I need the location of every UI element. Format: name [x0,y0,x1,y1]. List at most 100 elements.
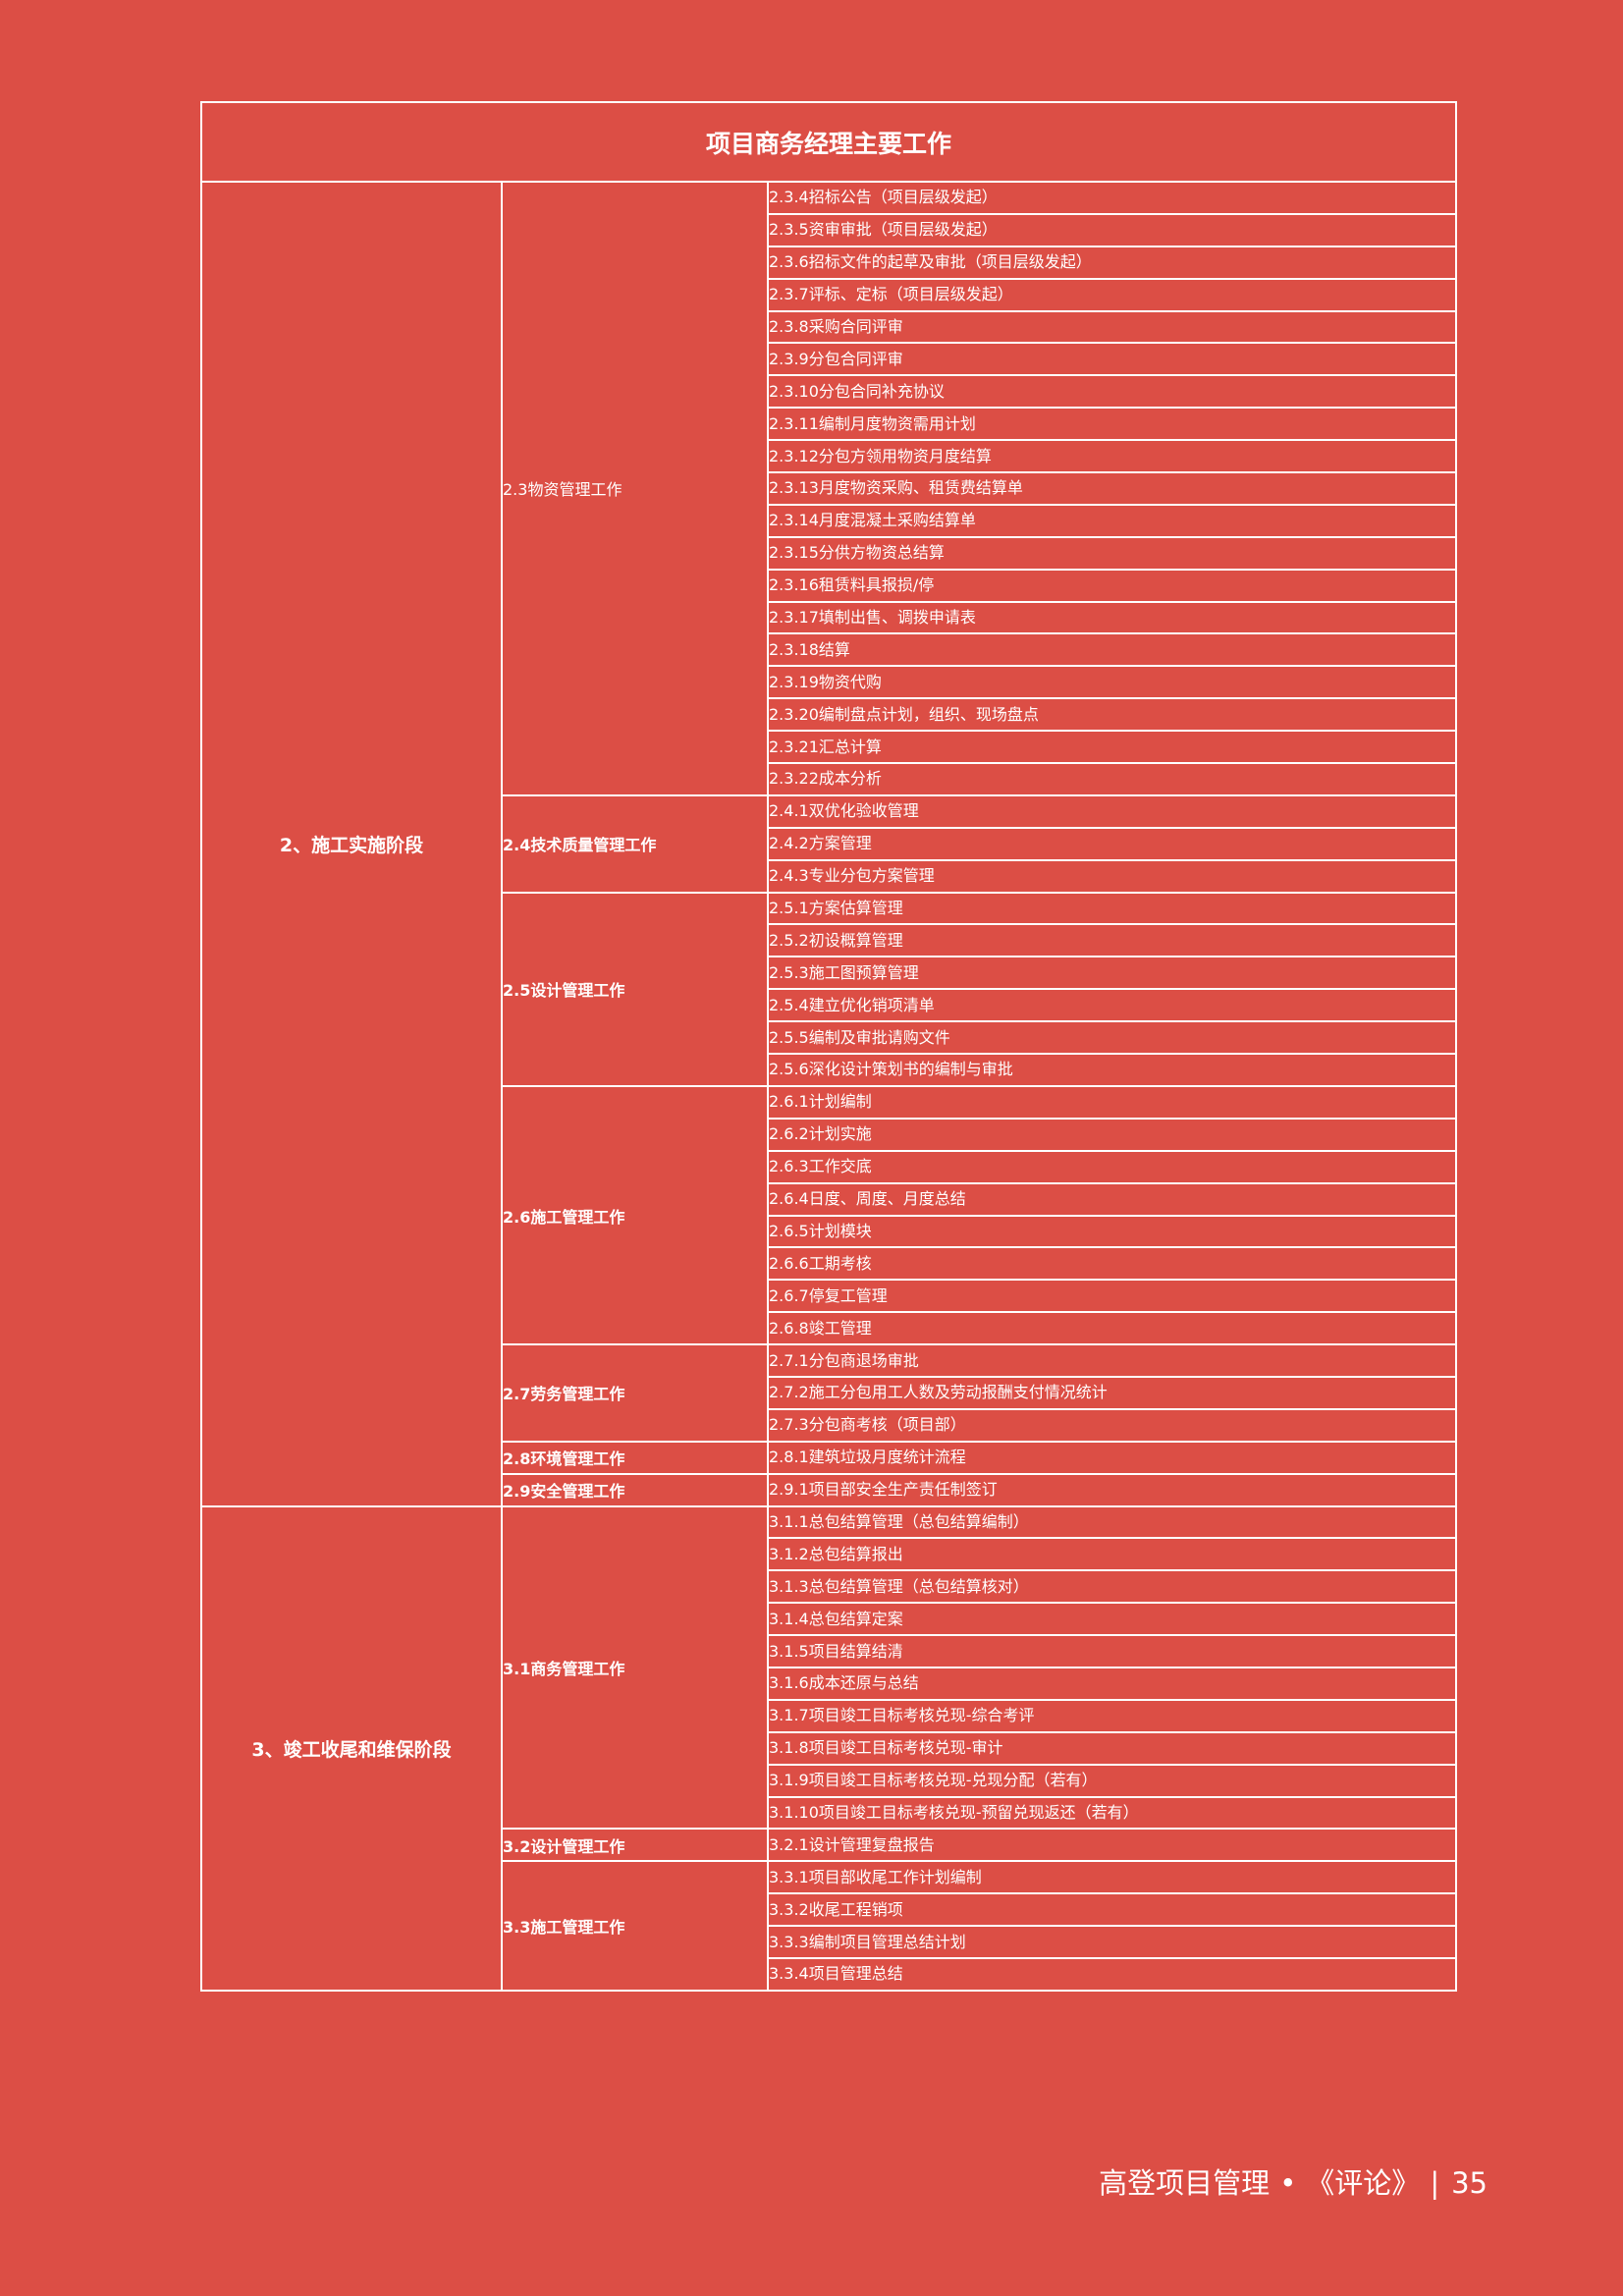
task-item-cell: 2.6.2计划实施 [766,1117,1458,1152]
task-item-cell: 2.7.3分包商考核（项目部） [766,1407,1458,1443]
task-item-cell: 2.3.15分供方物资总结算 [766,535,1458,571]
table-row: 2.3.20编制盘点计划，组织、现场盘点 [201,697,1458,733]
table-row: 2.5设计管理工作 2.5.1方案估算管理 [201,891,1458,1087]
task-item-cell: 2.3.7评标、定标（项目层级发起） [766,277,1458,312]
table-row: 2.7.3分包商考核（项目部） [201,1407,1458,1443]
table-row: 2.3.7评标、定标（项目层级发起） [201,277,1458,312]
table-title-row: 项目商务经理主要工作 [199,101,1458,183]
table-row: 2.3.18结算 [201,632,1458,668]
table-row: 2、施工实施阶段 2.3物资管理工作 2.3.4招标公告（项目层级发起） [200,181,1458,1507]
table-row: 2.4技术质量管理工作 2.4.1双优化验收管理 [201,793,1458,894]
table-row: 2.3.17填制出售、调拨申请表 [201,600,1458,635]
task-item-cell: 2.3.22成本分析 [766,762,1458,796]
task-item-cell: 2.6.5计划模块 [766,1214,1458,1249]
category-cell: 2.8环境管理工作 [501,1440,769,1475]
table-row: 2.3.21汇总计算 [201,730,1458,765]
category-cell: 2.9安全管理工作 [501,1472,769,1507]
table-row: 2.3.22成本分析 [201,762,1458,796]
table-body: 2、施工实施阶段 2.3物资管理工作 2.3.4招标公告（项目层级发起） 2.3.5资… [200,181,1458,1992]
table-row: 3、竣工收尾和维保阶段 3.1商务管理工作 3.1.1总包结算管理（总包结算编制） [200,1504,1458,1992]
table-row: 3.3.2收尾工程销项 [201,1892,1458,1928]
category-cell: 3.2设计管理工作 [501,1828,769,1863]
task-item-cell: 2.3.17填制出售、调拨申请表 [766,600,1458,635]
table-row: 2.5.5编制及审批请购文件 [201,1020,1458,1056]
task-item-cell: 2.6.8竣工管理 [766,1311,1458,1346]
table-row: 2.9安全管理工作 2.9.1项目部安全生产责任制签订 [201,1472,1458,1507]
task-item-cell: 3.1.3总包结算管理（总包结算核对） [766,1569,1458,1605]
table-row: 2.6.8竣工管理 [201,1311,1458,1346]
table-row: 2.4.3专业分包方案管理 [201,858,1458,894]
task-item-cell: 3.1.5项目结算结清 [766,1634,1458,1668]
table-row: 3.1.4总包结算定案 [201,1602,1458,1637]
task-item-cell: 2.5.6深化设计策划书的编制与审批 [766,1053,1458,1087]
task-item-cell: 2.5.1方案估算管理 [766,891,1458,926]
table-row: 2.6.2计划实施 [201,1117,1458,1152]
task-item-cell: 3.1.7项目竣工目标考核兑现-综合考评 [766,1698,1458,1733]
table-row: 3.1.9项目竣工目标考核兑现-兑现分配（若有） [201,1763,1458,1798]
table-row: 2.3.5资审审批（项目层级发起） [201,212,1458,247]
category-cell: 2.7劳务管理工作 [501,1343,769,1443]
task-item-cell: 2.5.2初设概算管理 [766,923,1458,958]
category-cell: 2.4技术质量管理工作 [501,793,769,894]
table-row: 2.3.9分包合同评审 [201,342,1458,377]
publication-name: 高登项目管理 [1099,2166,1271,2200]
table-row: 3.3施工管理工作 3.3.1项目部收尾工作计划编制 [201,1860,1458,1992]
task-item-cell: 2.5.4建立优化销项清单 [766,988,1458,1023]
task-item-cell: 3.3.2收尾工程销项 [766,1892,1458,1928]
category-cell: 2.5设计管理工作 [501,891,769,1087]
table-row: 3.1.8项目竣工目标考核兑现-审计 [201,1730,1458,1766]
stage-cell: 2、施工实施阶段 [200,181,503,1507]
task-item-cell: 2.8.1建筑垃圾月度统计流程 [766,1440,1458,1475]
table-row: 2.6.5计划模块 [201,1214,1458,1249]
task-item-cell: 2.4.3专业分包方案管理 [766,858,1458,894]
task-item-cell: 2.3.4招标公告（项目层级发起） [766,181,1458,215]
task-item-cell: 2.3.18结算 [766,632,1458,668]
task-item-cell: 3.1.4总包结算定案 [766,1602,1458,1637]
table-row: 2.5.6深化设计策划书的编制与审批 [201,1053,1458,1087]
task-item-cell: 2.4.1双优化验收管理 [766,793,1458,829]
table-title: 项目商务经理主要工作 [199,101,1458,183]
table-row: 3.1.7项目竣工目标考核兑现-综合考评 [201,1698,1458,1733]
table-row: 2.6.6工期考核 [201,1246,1458,1282]
table-row: 2.3.14月度混凝土采购结算单 [201,503,1458,538]
table-row: 2.7劳务管理工作 2.7.1分包商退场审批 [201,1343,1458,1443]
task-item-cell: 2.4.2方案管理 [766,826,1458,861]
task-item-cell: 2.3.19物资代购 [766,665,1458,700]
task-item-cell: 2.3.20编制盘点计划，组织、现场盘点 [766,697,1458,733]
table-row: 2.3.10分包合同补充协议 [201,374,1458,410]
task-item-cell: 2.3.16租赁料具报损/停 [766,568,1458,603]
table-row: 2.5.2初设概算管理 [201,923,1458,958]
table-row: 2.6.7停复工管理 [201,1279,1458,1314]
task-item-cell: 3.1.9项目竣工目标考核兑现-兑现分配（若有） [766,1763,1458,1798]
task-item-cell: 2.3.10分包合同补充协议 [766,374,1458,410]
task-item-cell: 2.5.3施工图预算管理 [766,956,1458,991]
table-row: 3.3.4项目管理总结 [201,1956,1458,1992]
task-item-cell: 2.6.4日度、周度、月度总结 [766,1181,1458,1217]
task-item-cell: 3.2.1设计管理复盘报告 [766,1828,1458,1863]
task-item-cell: 2.3.12分包方领用物资月度结算 [766,439,1458,474]
task-item-cell: 2.3.6招标文件的起草及审批（项目层级发起） [766,245,1458,280]
table-row: 2.6.3工作交底 [201,1149,1458,1184]
table-row: 2.5.4建立优化销项清单 [201,988,1458,1023]
footer-bullet: • [1279,2166,1297,2200]
table-row: 2.8环境管理工作 2.8.1建筑垃圾月度统计流程 [201,1440,1458,1475]
task-item-cell: 2.7.2施工分包用工人数及劳动报酬支付情况统计 [766,1375,1458,1410]
task-item-cell: 2.5.5编制及审批请购文件 [766,1020,1458,1056]
task-item-cell: 2.6.3工作交底 [766,1149,1458,1184]
task-item-cell: 2.3.21汇总计算 [766,730,1458,765]
task-item-cell: 3.3.1项目部收尾工作计划编制 [766,1860,1458,1895]
table-row: 2.3.8采购合同评审 [201,309,1458,345]
task-item-cell: 2.9.1项目部安全生产责任制签订 [766,1472,1458,1507]
table-row: 2.7.2施工分包用工人数及劳动报酬支付情况统计 [201,1375,1458,1410]
footer-divider: | [1430,2166,1440,2200]
page-number: 35 [1451,2166,1488,2200]
table-row: 3.3.3编制项目管理总结计划 [201,1925,1458,1959]
work-table: 项目商务经理主要工作 2、施工实施阶段 2.3物资管理工作 2.3.4招标公告（项目… [199,101,1458,1992]
task-item-cell: 3.3.3编制项目管理总结计划 [766,1925,1458,1959]
task-item-cell: 3.1.8项目竣工目标考核兑现-审计 [766,1730,1458,1766]
task-item-cell: 3.1.6成本还原与总结 [766,1666,1458,1701]
table-row: 2.5.3施工图预算管理 [201,956,1458,991]
table-row: 3.1.2总包结算报出 [201,1537,1458,1572]
table-row: 3.1.3总包结算管理（总包结算核对） [201,1569,1458,1605]
task-item-cell: 3.1.1总包结算管理（总包结算编制） [766,1504,1458,1540]
